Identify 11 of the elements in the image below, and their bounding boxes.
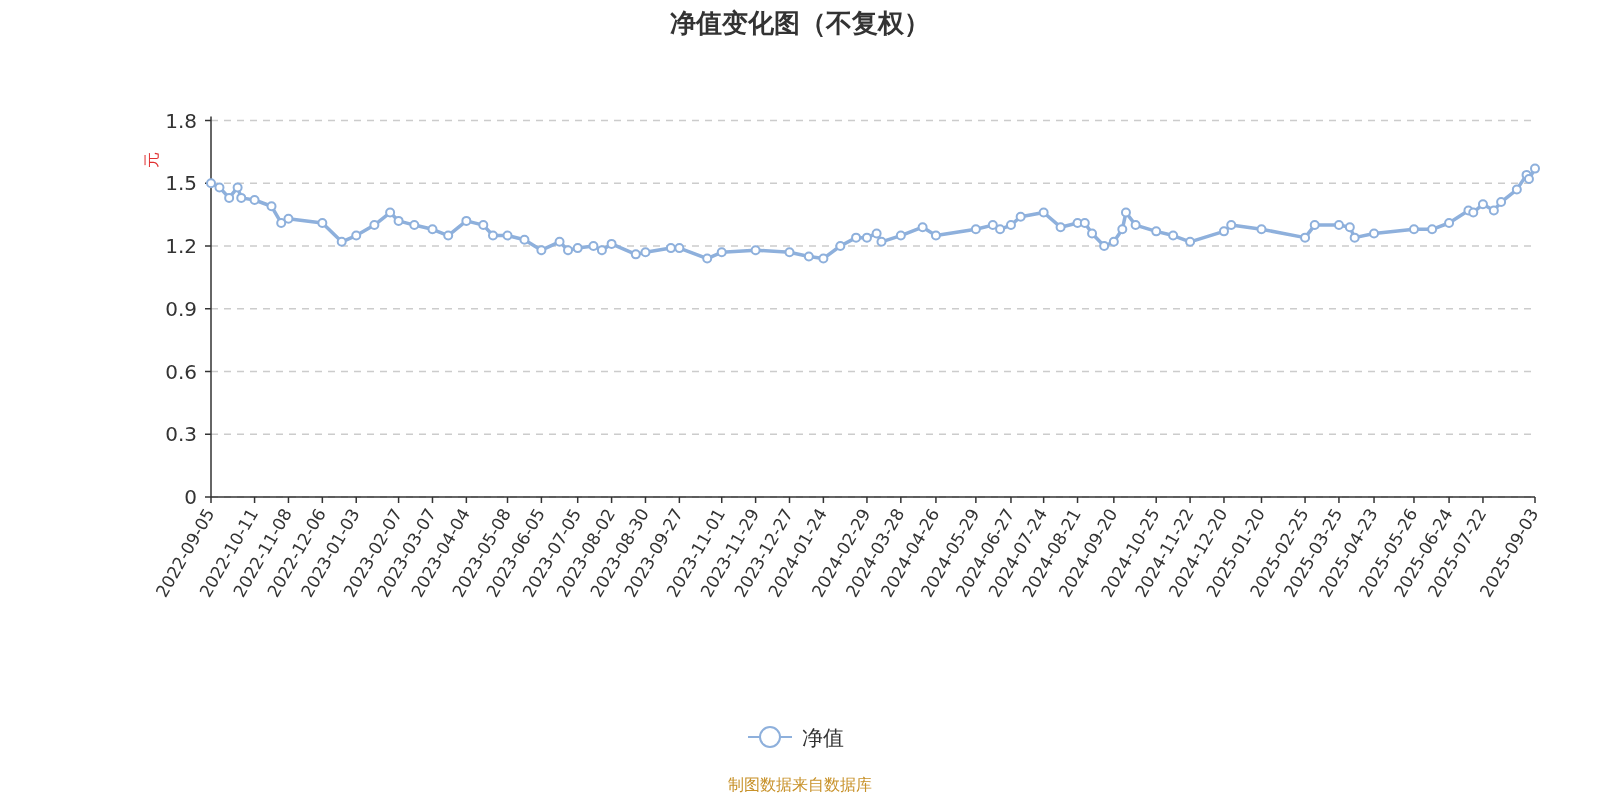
y-tick-label: 0 [184,485,197,509]
y-tick-label: 1.8 [165,108,197,133]
legend-label: 净值 [802,726,844,750]
y-tick-label: 1.5 [165,171,197,196]
y-axis-title: 元 [142,152,161,168]
y-tick-label: 0.6 [165,359,197,384]
text: 制图数据来自数据库 [728,775,872,794]
y-tick-label: 0.9 [165,296,197,321]
chart-title: 净值变化图（不复权） [670,8,930,38]
y-tick-label: 1.2 [165,234,197,258]
y-tick-label: 0.3 [165,422,197,447]
